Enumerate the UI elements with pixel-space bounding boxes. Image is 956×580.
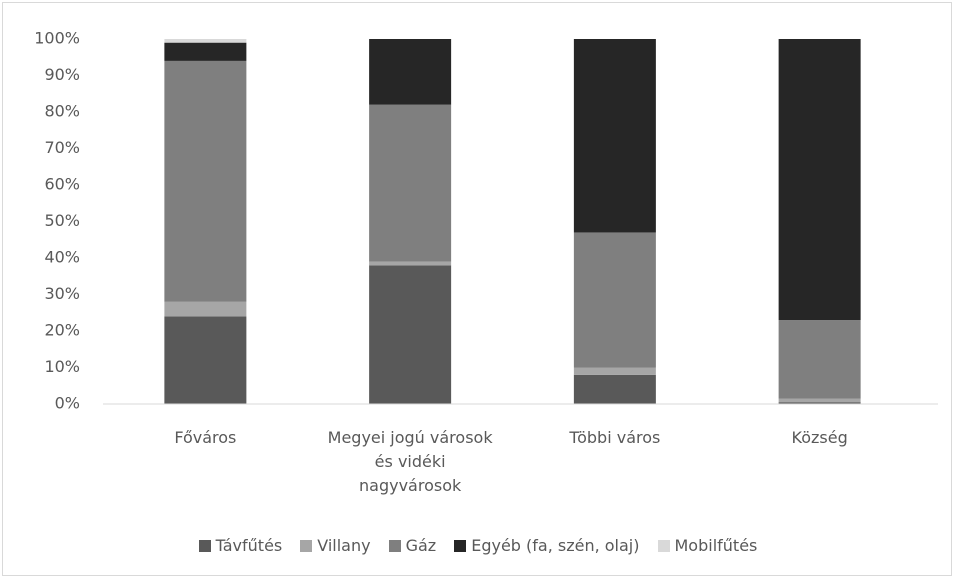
y-tick-label: 0% — [55, 394, 80, 413]
x-tick-label: Község — [791, 428, 848, 447]
y-tick-label: 100% — [34, 29, 80, 48]
legend-item: Gáz — [388, 536, 437, 555]
bar-segment — [573, 232, 656, 368]
x-tick-label: Főváros — [174, 428, 237, 447]
legend-item: Mobilfűtés — [657, 536, 758, 555]
bar-segment — [164, 60, 247, 302]
bar-segment — [369, 265, 452, 404]
legend-swatch — [300, 539, 313, 552]
legend-swatch — [198, 539, 211, 552]
legend-label: Villany — [317, 536, 371, 555]
bar-segment — [573, 39, 656, 233]
legend-swatch — [657, 539, 670, 552]
y-tick-label: 60% — [44, 175, 80, 194]
bar-segment — [164, 301, 247, 317]
bar-segment — [573, 367, 656, 375]
bar-segment — [164, 39, 247, 43]
y-tick-label: 40% — [44, 248, 80, 267]
x-tick-label: Megyei jogú városok és vidéki nagyvároso… — [327, 428, 493, 495]
bar-segment — [369, 261, 452, 266]
bar-segment — [164, 42, 247, 61]
x-tick-label: Többi város — [569, 428, 661, 447]
legend: Távfűtés Villany Gáz Egyéb (fa, szén, olaj)… — [0, 536, 956, 555]
y-tick-label: 80% — [44, 102, 80, 121]
bar-segment — [369, 39, 452, 105]
y-tick-label: 90% — [44, 65, 80, 84]
y-tick-label: 30% — [44, 284, 80, 303]
legend-swatch — [388, 539, 401, 552]
legend-item: Egyéb (fa, szén, olaj) — [454, 536, 640, 555]
bar-segment — [778, 398, 861, 403]
y-tick-label: 10% — [44, 357, 80, 376]
y-tick-label: 70% — [44, 138, 80, 157]
legend-label: Távfűtés — [215, 536, 283, 555]
bar-segment — [573, 374, 656, 404]
legend-label: Mobilfűtés — [674, 536, 758, 555]
y-tick-label: 50% — [44, 211, 80, 230]
bar-segment — [778, 39, 861, 321]
legend-label: Gáz — [405, 536, 437, 555]
legend-item: Távfűtés — [198, 536, 283, 555]
legend-item: Villany — [300, 536, 371, 555]
bar-segment — [369, 104, 452, 262]
legend-swatch — [454, 539, 467, 552]
bar-segment — [778, 402, 861, 404]
y-tick-label: 20% — [44, 321, 80, 340]
bar-segment — [164, 316, 247, 404]
legend-label: Egyéb (fa, szén, olaj) — [471, 536, 640, 555]
bar-segment — [778, 320, 861, 399]
